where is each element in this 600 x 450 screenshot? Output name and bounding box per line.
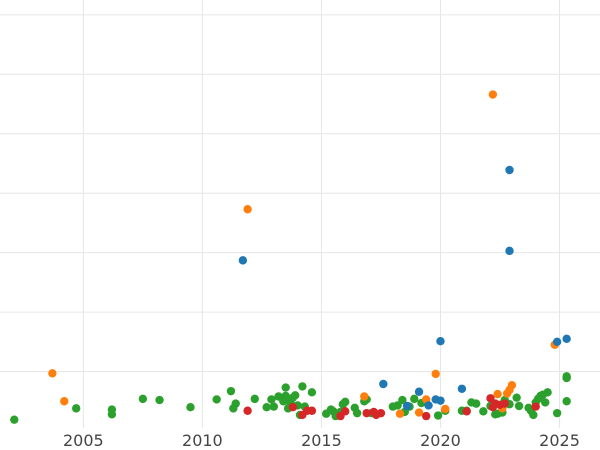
scatter-point: [471, 399, 481, 408]
scatter-point: [562, 397, 571, 406]
scatter-point: [243, 205, 252, 214]
x-tick-label: 2015: [301, 431, 342, 450]
scatter-point: [543, 388, 552, 397]
scatter-point: [298, 382, 307, 391]
scatter-point: [514, 401, 524, 411]
scatter-point: [281, 391, 290, 401]
points-layer: [10, 90, 571, 424]
scatter-point: [341, 397, 350, 407]
scatter-point: [10, 415, 19, 424]
scatter-point: [505, 246, 514, 256]
scatter-point: [424, 401, 433, 410]
x-axis: 2005 2010 2015 2020 2025: [63, 431, 580, 450]
scatter-point: [421, 411, 431, 421]
scatter-point: [441, 404, 450, 414]
scatter-point: [250, 394, 259, 404]
scatter-point: [60, 397, 69, 406]
scatter-point: [512, 393, 521, 402]
scatter-point: [262, 402, 271, 412]
scatter-point: [341, 407, 350, 416]
scatter-point: [436, 337, 445, 346]
series-1: [48, 90, 559, 418]
scatter-point: [505, 165, 514, 175]
scatter-point: [352, 408, 362, 418]
scatter-point: [462, 407, 471, 416]
scatter-point: [186, 402, 195, 412]
scatter-point: [360, 392, 369, 401]
series-2: [238, 165, 571, 411]
scatter-point: [288, 402, 298, 412]
scatter-point: [212, 395, 221, 404]
scatter-point: [500, 399, 509, 408]
scatter-point: [552, 337, 562, 347]
scatter-point: [393, 401, 402, 410]
scatter-point: [307, 406, 317, 415]
x-tick-label: 2010: [182, 431, 223, 450]
scatter-point: [457, 384, 467, 393]
scatter-point: [479, 407, 488, 416]
scatter-point: [488, 90, 498, 99]
scatter-point: [414, 387, 424, 396]
scatter-point: [402, 401, 412, 411]
scatter-point: [376, 408, 386, 418]
scatter-point: [398, 395, 407, 405]
scatter-point: [155, 395, 164, 405]
scatter-point: [362, 408, 371, 418]
scatter-point: [226, 386, 236, 396]
scatter-point: [267, 395, 276, 404]
scatter-point: [529, 410, 538, 420]
scatter-point: [541, 398, 550, 407]
scatter-point: [307, 388, 317, 397]
x-tick-label: 2005: [63, 431, 104, 450]
scatter-point: [552, 408, 562, 418]
scatter-point: [414, 408, 424, 417]
scatter-point: [436, 396, 445, 405]
scatter-point: [243, 406, 252, 415]
scatter-point: [229, 404, 238, 413]
scatter-point: [269, 402, 279, 411]
scatter-point: [486, 394, 495, 403]
scatter-point: [507, 381, 517, 390]
scatter-point: [281, 383, 290, 392]
scatter-point: [562, 372, 571, 381]
scatter-point: [238, 256, 248, 265]
series-3: [243, 394, 540, 421]
scatter-point: [138, 394, 148, 404]
scatter-point: [431, 369, 440, 379]
scatter-point: [531, 402, 540, 411]
grid-layer: [0, 0, 600, 428]
scatter-point: [433, 411, 443, 420]
scatter-point: [48, 369, 57, 378]
scatter-point: [379, 379, 388, 389]
scatter-point: [71, 404, 81, 413]
x-tick-label: 2020: [420, 431, 461, 450]
scatter-point: [562, 334, 571, 344]
scatter-point: [107, 410, 117, 419]
scatter-point: [410, 394, 419, 404]
scatter-point: [395, 409, 405, 418]
scatter-point: [291, 391, 300, 400]
scatter-point: [493, 389, 502, 399]
x-tick-label: 2025: [539, 431, 580, 450]
